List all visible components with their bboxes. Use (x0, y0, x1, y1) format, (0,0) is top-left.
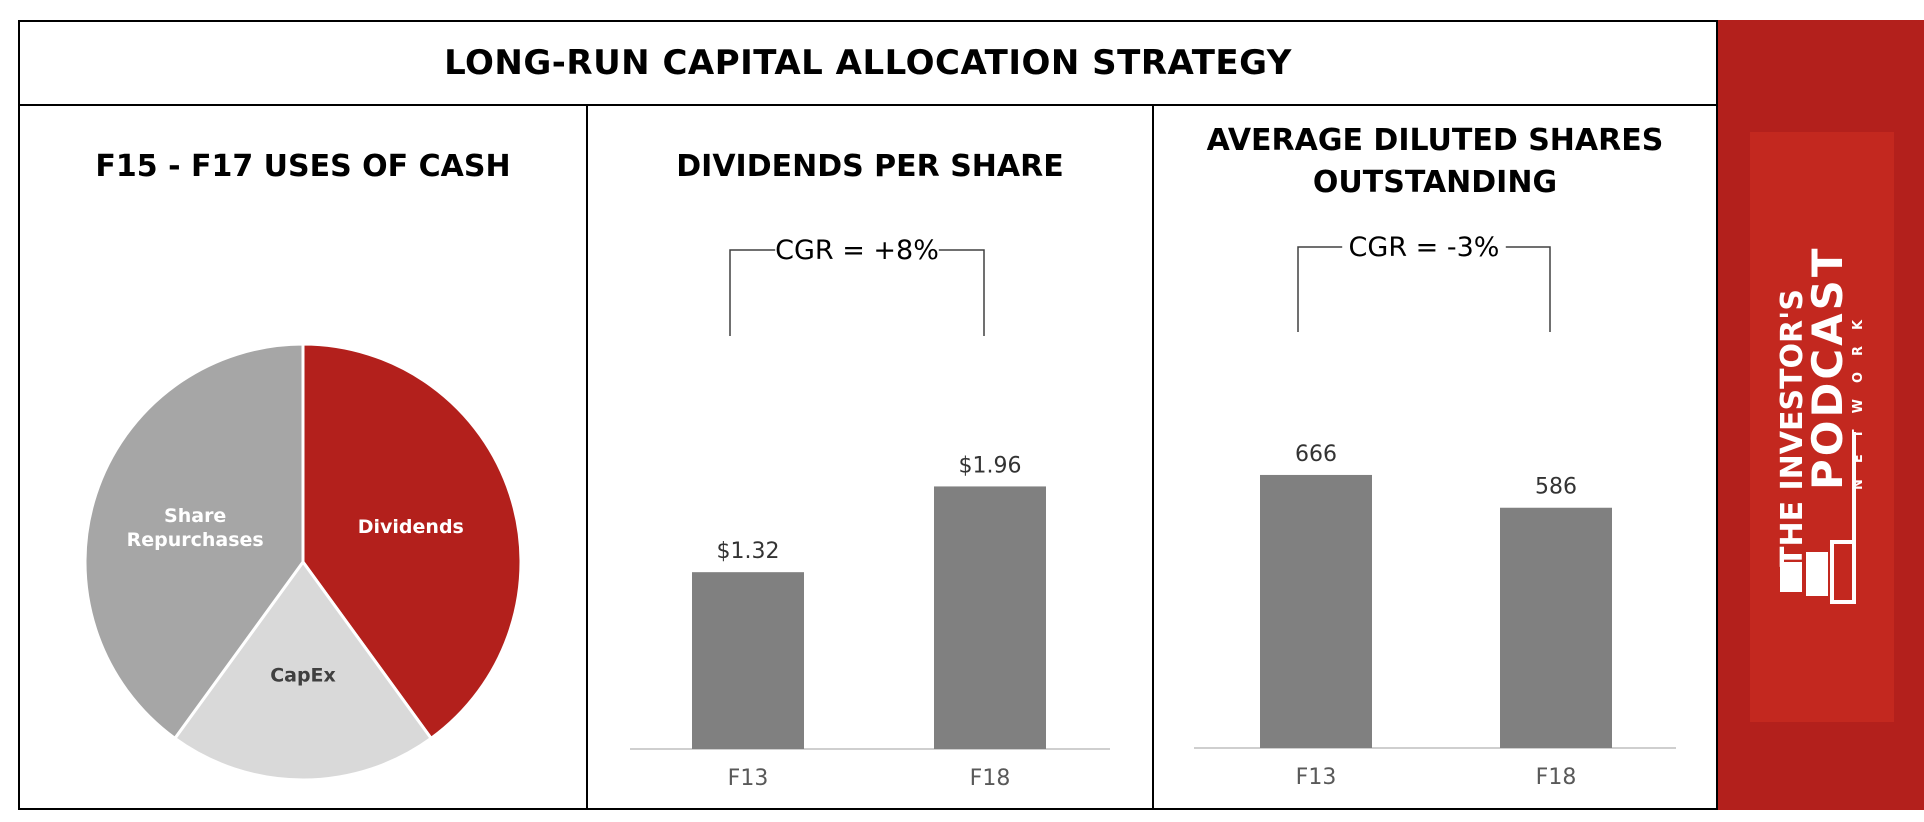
shares-chart-title-line1: AVERAGE DILUTED SHARES (1206, 123, 1664, 158)
bar-value-label-f13: 666 (1295, 442, 1337, 467)
pie-label-capex: CapEx (270, 664, 336, 686)
brand-line1: THE INVESTOR'S (1775, 289, 1810, 567)
pie-panel: F15 - F17 USES OF CASH Dividends CapEx Sha… (18, 104, 588, 810)
pie-slice-share-repurchases (83, 342, 305, 741)
bar-value-label-f18: 586 (1535, 475, 1577, 500)
brand-logo: THE INVESTOR'S PODCAST NETWORK (1775, 245, 1866, 604)
pie-chart: Dividends CapEx Share Repurchases (83, 342, 523, 782)
bar-value-label-f18: $1.96 (959, 453, 1022, 478)
brand-book-icon (1780, 432, 1856, 604)
x-tick-label-f18: F18 (970, 766, 1011, 791)
bar-f18 (934, 486, 1046, 749)
brand-sidebar: THE INVESTOR'S PODCAST NETWORK (1718, 20, 1924, 810)
x-tick-label-f18: F18 (1536, 765, 1577, 790)
pie-label-share-repurchases: Share Repurchases (127, 505, 264, 551)
shares-bar-chart: 666 F13 586 F18 CGR = -3% (1194, 232, 1676, 790)
x-tick-label-f13: F13 (728, 766, 769, 791)
x-tick-label-f13: F13 (1296, 765, 1337, 790)
cgr-bracket-left (1297, 246, 1343, 332)
bar-f13 (692, 572, 804, 749)
pie-slice-capex (172, 559, 434, 782)
bar-f18 (1500, 507, 1612, 748)
brand-panel: THE INVESTOR'S PODCAST NETWORK (1750, 132, 1894, 722)
dividends-chart-title: DIVIDENDS PER SHARE (676, 149, 1064, 184)
shares-chart-title-line2: OUTSTANDING (1312, 165, 1558, 200)
cgr-annotation: CGR = -3% (1349, 232, 1500, 263)
bar-value-label-f13: $1.32 (717, 539, 780, 564)
cgr-bracket-right (1505, 246, 1551, 332)
bar-f13 (1260, 474, 1372, 748)
pie-chart-title: F15 - F17 USES OF CASH (95, 149, 511, 184)
dividends-bar-chart: $1.32 F13 $1.96 F18 CGR = +8% (630, 235, 1110, 791)
dividends-panel: DIVIDENDS PER SHARE $1.32 F13 $1.96 F18 CGR … (586, 104, 1154, 810)
cgr-bracket-left (729, 249, 776, 336)
pie-label-dividends: Dividends (358, 516, 464, 538)
cgr-bracket-right (938, 249, 985, 336)
page-title: LONG-RUN CAPITAL ALLOCATION STRATEGY (444, 43, 1292, 83)
pie-slice-dividends (301, 342, 523, 741)
brand-line2: PODCAST (1803, 245, 1852, 490)
cgr-annotation: CGR = +8% (775, 235, 939, 266)
shares-panel: AVERAGE DILUTED SHARES OUTSTANDING 666 F1… (1152, 104, 1718, 810)
title-bar: LONG-RUN CAPITAL ALLOCATION STRATEGY (18, 20, 1718, 106)
